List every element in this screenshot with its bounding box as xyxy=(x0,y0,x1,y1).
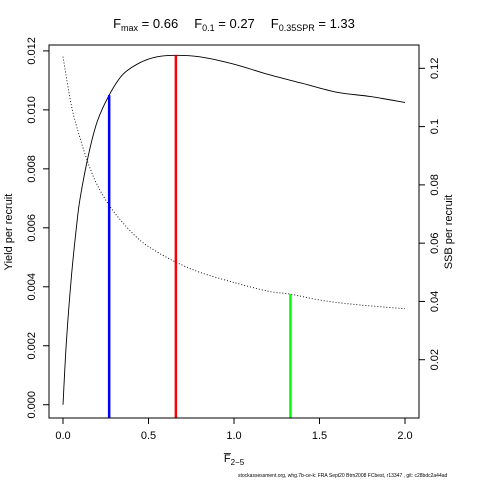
x-axis-label-main: F xyxy=(224,453,231,465)
y-right-tick-label: 0.1 xyxy=(429,119,441,134)
title-part-sub: 0.35SPR xyxy=(279,23,316,33)
x-tick-label: 0.5 xyxy=(141,430,156,442)
y-right-tick-label: 0.04 xyxy=(429,291,441,312)
y-right-tick-label: 0.06 xyxy=(429,232,441,253)
y-left-tick-label: 0.002 xyxy=(26,332,38,360)
y-axis-label-right: SSB per recruit xyxy=(443,195,455,270)
title-part-value: = 0.66 xyxy=(138,16,178,31)
title-part-main: F xyxy=(194,16,202,31)
y-left-tick-label: 0.012 xyxy=(26,37,38,65)
chart-title: Fmax = 0.66 F0.1 = 0.27 F0.35SPR = 1.33 xyxy=(113,16,355,33)
title-part-main: F xyxy=(113,16,121,31)
x-tick-label: 1.0 xyxy=(226,430,241,442)
footer-note: stockassessment.org, whg.7b-ce-k: FRA Se… xyxy=(238,473,448,479)
x-tick-label: 0.0 xyxy=(55,430,70,442)
title-part-sub: max xyxy=(121,23,139,33)
y-left-tick-label: 0.010 xyxy=(26,96,38,124)
x-tick-label: 2.0 xyxy=(397,430,412,442)
axes: 0.0 0.5 1.0 1.5 2.0 0.000 0.002 0.004 0.006 0.008… xyxy=(26,37,441,442)
y-axis-label-left: Yield per recruit xyxy=(3,194,15,271)
x-axis-label: F2−5 xyxy=(224,453,245,467)
title-part-sub: 0.1 xyxy=(202,23,215,33)
y-left-tick-label: 0.000 xyxy=(26,391,38,419)
y-left-tick-label: 0.006 xyxy=(26,214,38,242)
y-left-tick-label: 0.008 xyxy=(26,155,38,183)
plot-frame xyxy=(48,44,420,419)
plot-area xyxy=(62,54,406,418)
title-part-value: = 1.33 xyxy=(315,16,355,31)
y-left-tick-label: 0.004 xyxy=(26,273,38,301)
y-right-tick-label: 0.02 xyxy=(429,349,441,370)
yield-per-recruit-line xyxy=(62,54,406,405)
title-part-value: = 0.27 xyxy=(215,16,255,31)
y-right-tick-label: 0.08 xyxy=(429,174,441,195)
x-tick-label: 1.5 xyxy=(312,430,327,442)
title-part-main: F xyxy=(271,16,279,31)
y-right-tick-label: 0.12 xyxy=(429,58,441,79)
x-axis-label-sub: 2−5 xyxy=(231,458,245,467)
